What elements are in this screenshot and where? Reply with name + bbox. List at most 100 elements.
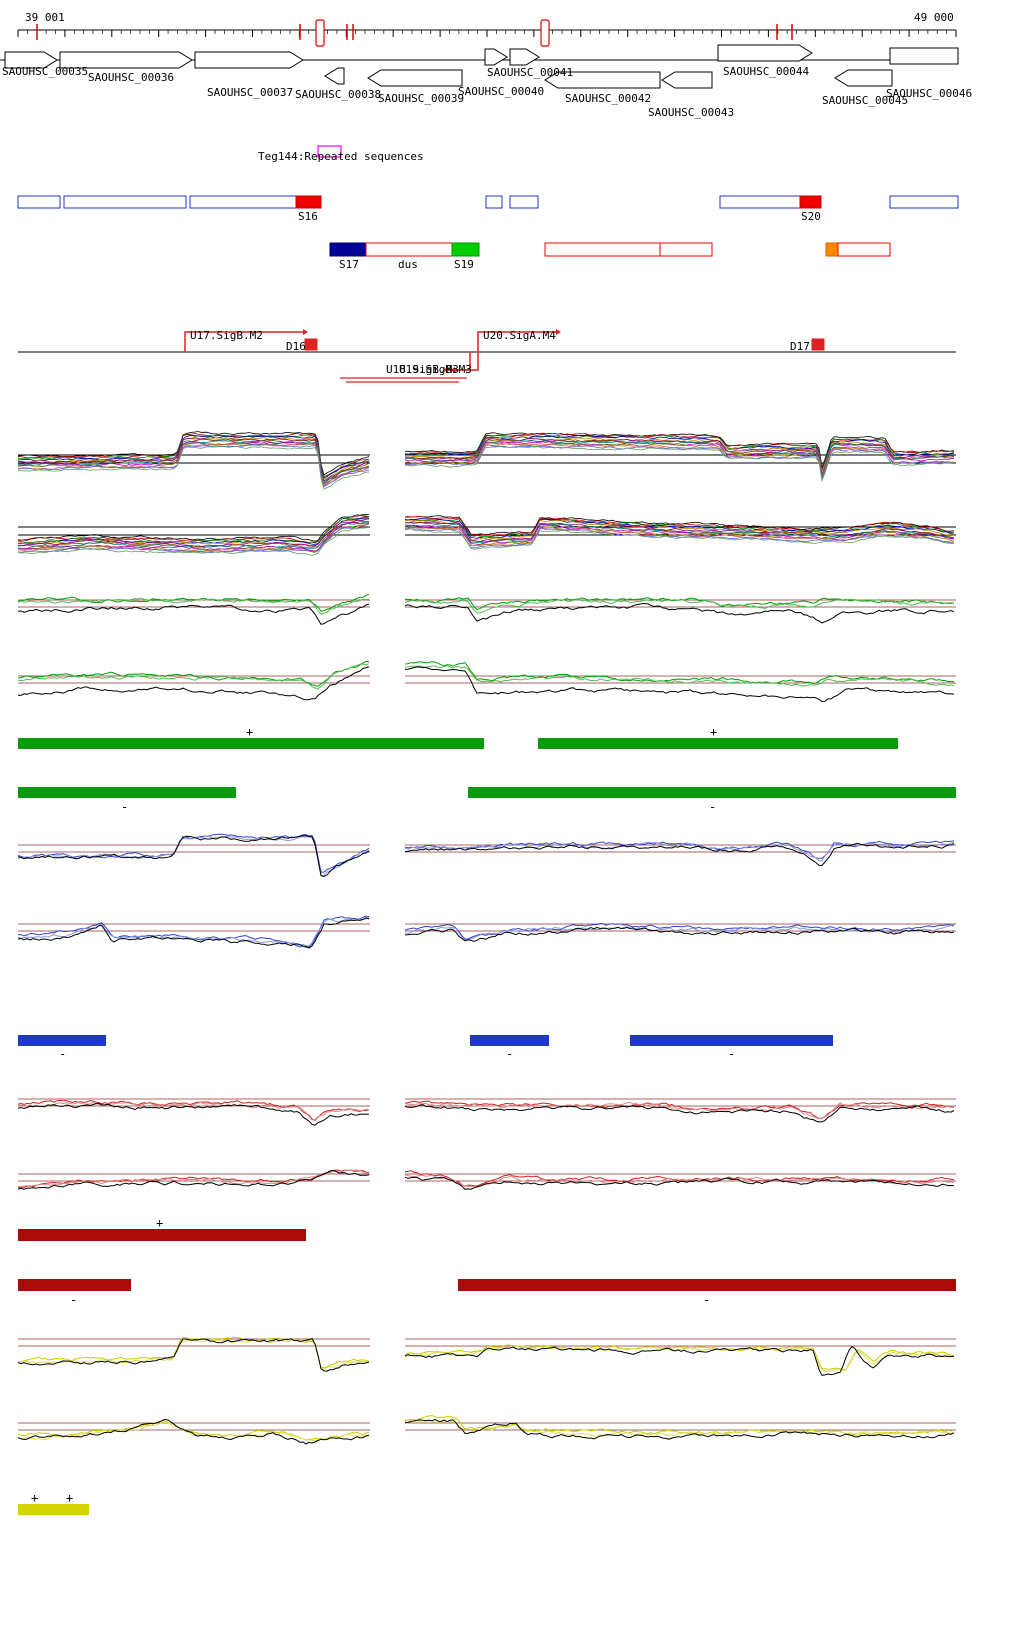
signal-curve (404, 522, 955, 543)
segment-box (719, 195, 801, 209)
signal-curve (404, 434, 955, 470)
signal-curve (404, 598, 955, 614)
strand-bar (18, 1279, 131, 1291)
signal-curve-black (404, 1104, 955, 1123)
terminator-hairpin-mark (540, 19, 550, 47)
segment-box (63, 195, 187, 209)
signal-curve (17, 516, 370, 544)
promoter-arrowhead (556, 329, 561, 335)
strand-bar (538, 738, 898, 749)
signal-curve (17, 436, 369, 480)
signal-curve-black (17, 1102, 370, 1126)
segment-box (889, 195, 959, 209)
segment-box (295, 195, 322, 209)
segment-box (451, 242, 480, 257)
signal-curve (17, 522, 370, 552)
signal-curve (17, 444, 370, 488)
gene-shape (367, 69, 463, 87)
signal-curve (404, 515, 955, 536)
signal-curve (404, 1419, 955, 1437)
promoter-arrowhead (450, 367, 455, 373)
terminator-box (304, 338, 318, 351)
segment-box (485, 195, 503, 209)
signal-curve (17, 1420, 370, 1441)
signal-curve (17, 1099, 370, 1122)
signal-curve (17, 518, 370, 547)
strand-bar (458, 1279, 956, 1291)
signal-curve (404, 436, 955, 473)
segment-box (17, 195, 61, 209)
signal-curve-black (17, 835, 370, 878)
gene-shape (889, 47, 959, 65)
signal-curve (17, 526, 370, 556)
signal-curve (404, 523, 955, 545)
signal-curve (404, 527, 955, 547)
segment-box (509, 195, 539, 209)
strand-bar (18, 787, 236, 798)
signal-curve-black (404, 666, 955, 703)
signal-curve (17, 593, 370, 612)
signal-curve (17, 660, 370, 687)
signal-curve-black (404, 1345, 955, 1376)
signal-curve (405, 528, 955, 549)
gene-shape (4, 51, 58, 69)
segment-box (799, 195, 822, 209)
signal-curve (404, 922, 955, 940)
signal-curve (17, 1336, 370, 1369)
signal-curve (404, 432, 955, 468)
signal-curve (17, 1421, 370, 1442)
signal-curve (17, 663, 370, 690)
terminator-hairpin-mark (315, 19, 325, 47)
strand-bar (470, 1035, 549, 1046)
signal-curve (17, 513, 370, 542)
gene-shape (834, 69, 893, 87)
signal-curve (404, 523, 955, 543)
signal-curve (18, 526, 370, 554)
signal-curve (404, 445, 954, 483)
signal-curve (404, 1100, 954, 1120)
signal-curve (404, 519, 955, 541)
repeat-region-box (317, 145, 342, 158)
signal-curve (405, 437, 955, 475)
signal-curve-black (404, 1418, 955, 1440)
signal-curve-black (17, 1418, 370, 1445)
segment-box (837, 242, 891, 257)
signal-curve (404, 439, 955, 477)
signal-curve-black (17, 917, 370, 949)
signal-curve (17, 917, 370, 947)
signal-curve (17, 1169, 369, 1188)
signal-curve-black (404, 603, 955, 624)
strand-bar (18, 1504, 89, 1515)
gene-shape (59, 51, 193, 69)
segment-box (329, 242, 367, 257)
gene-shape (484, 48, 508, 66)
signal-curve-black (404, 1176, 955, 1190)
gene-shape (544, 71, 661, 89)
promoter-arrow (184, 331, 303, 352)
signal-curve (404, 1414, 955, 1436)
signal-curve-black (17, 1169, 370, 1190)
strand-bar (468, 787, 956, 798)
signal-curve (404, 1101, 955, 1120)
signal-curve-black (404, 842, 955, 867)
signal-curve (17, 432, 370, 478)
signal-curve (404, 1345, 955, 1372)
signal-curve (17, 915, 370, 948)
gene-shape (717, 44, 813, 62)
gene-shape (661, 71, 713, 89)
signal-curve (17, 1101, 370, 1121)
signal-curve (404, 444, 954, 481)
strand-bar (18, 1229, 306, 1241)
promoter-arrow (477, 331, 556, 352)
signal-curve (17, 439, 370, 484)
signal-curve (404, 1344, 955, 1371)
signal-curve (404, 597, 955, 611)
strand-bar (18, 738, 484, 749)
signal-curve (17, 437, 370, 482)
signal-curve (404, 443, 955, 480)
gene-shape (324, 67, 345, 85)
signal-curve-black (404, 926, 955, 942)
signal-curve-black (17, 603, 370, 625)
